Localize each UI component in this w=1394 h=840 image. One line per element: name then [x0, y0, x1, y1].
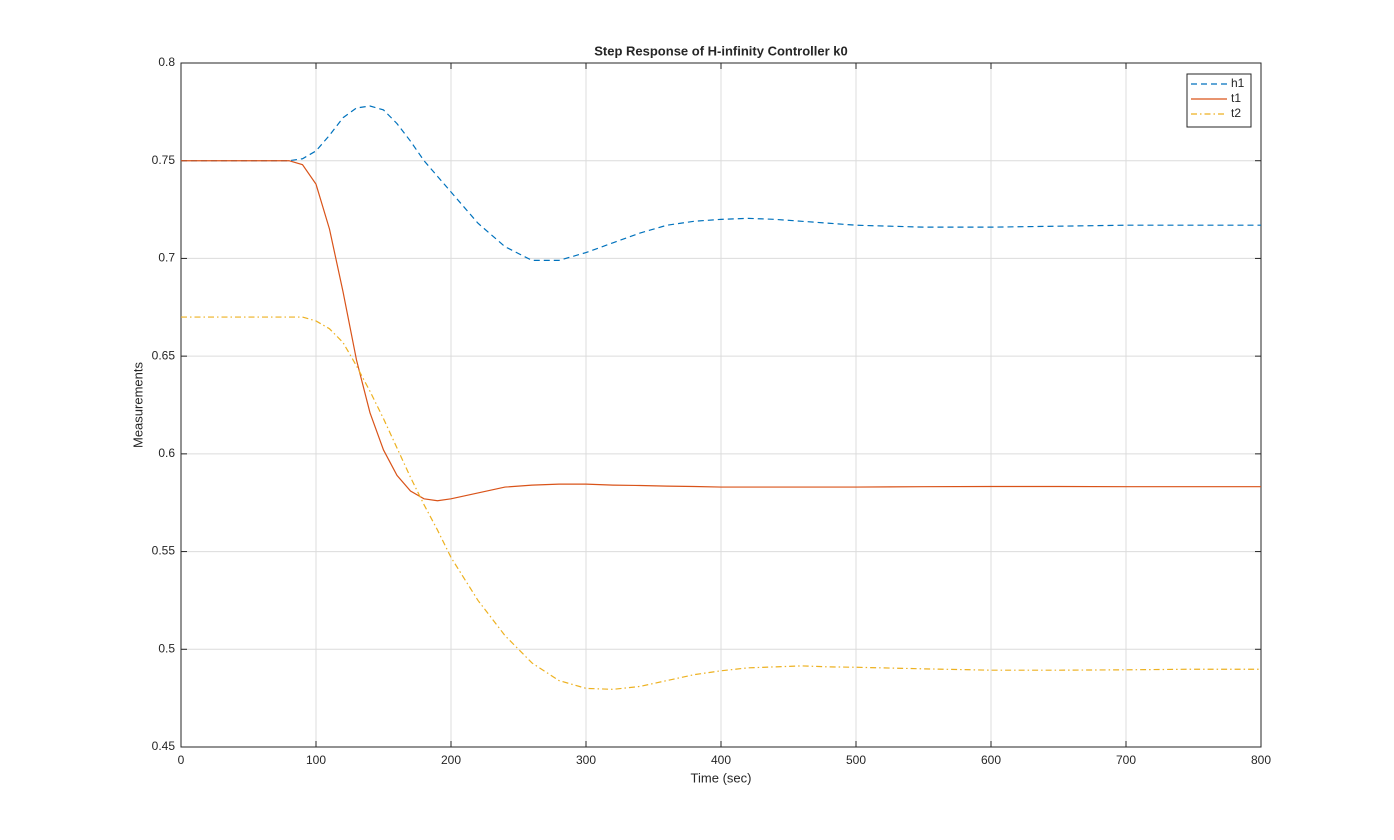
- y-tick-label: 0.65: [152, 348, 176, 362]
- y-tick-label: 0.45: [152, 739, 176, 753]
- data-line: [181, 105, 1261, 261]
- y-tick-label: 0.5: [158, 641, 175, 655]
- axes-box: [180, 62, 1262, 748]
- legend-label: h1: [1231, 76, 1245, 90]
- x-tick-label: 400: [711, 753, 731, 767]
- x-tick-label: 200: [441, 753, 461, 767]
- x-tick-label: 300: [576, 753, 596, 767]
- legend-label: t2: [1231, 106, 1241, 120]
- legend-label: t1: [1231, 91, 1241, 105]
- legend-box: [1186, 73, 1252, 128]
- x-axis-label: Time (sec): [691, 770, 752, 785]
- y-tick-label: 0.8: [158, 55, 175, 69]
- x-tick-label: 600: [981, 753, 1001, 767]
- chart-title: Step Response of H-infinity Controller k…: [594, 43, 848, 58]
- x-tick-label: 0: [178, 753, 185, 767]
- data-line: [181, 160, 1261, 502]
- x-tick-label: 800: [1251, 753, 1271, 767]
- x-tick-label: 500: [846, 753, 866, 767]
- y-tick-label: 0.75: [152, 153, 176, 167]
- y-tick-label: 0.55: [152, 544, 176, 558]
- data-line: [181, 316, 1261, 690]
- y-axis-label: Measurements: [130, 362, 145, 448]
- y-tick-label: 0.7: [158, 251, 175, 265]
- x-tick-label: 700: [1116, 753, 1136, 767]
- x-tick-label: 100: [306, 753, 326, 767]
- y-tick-label: 0.6: [158, 446, 175, 460]
